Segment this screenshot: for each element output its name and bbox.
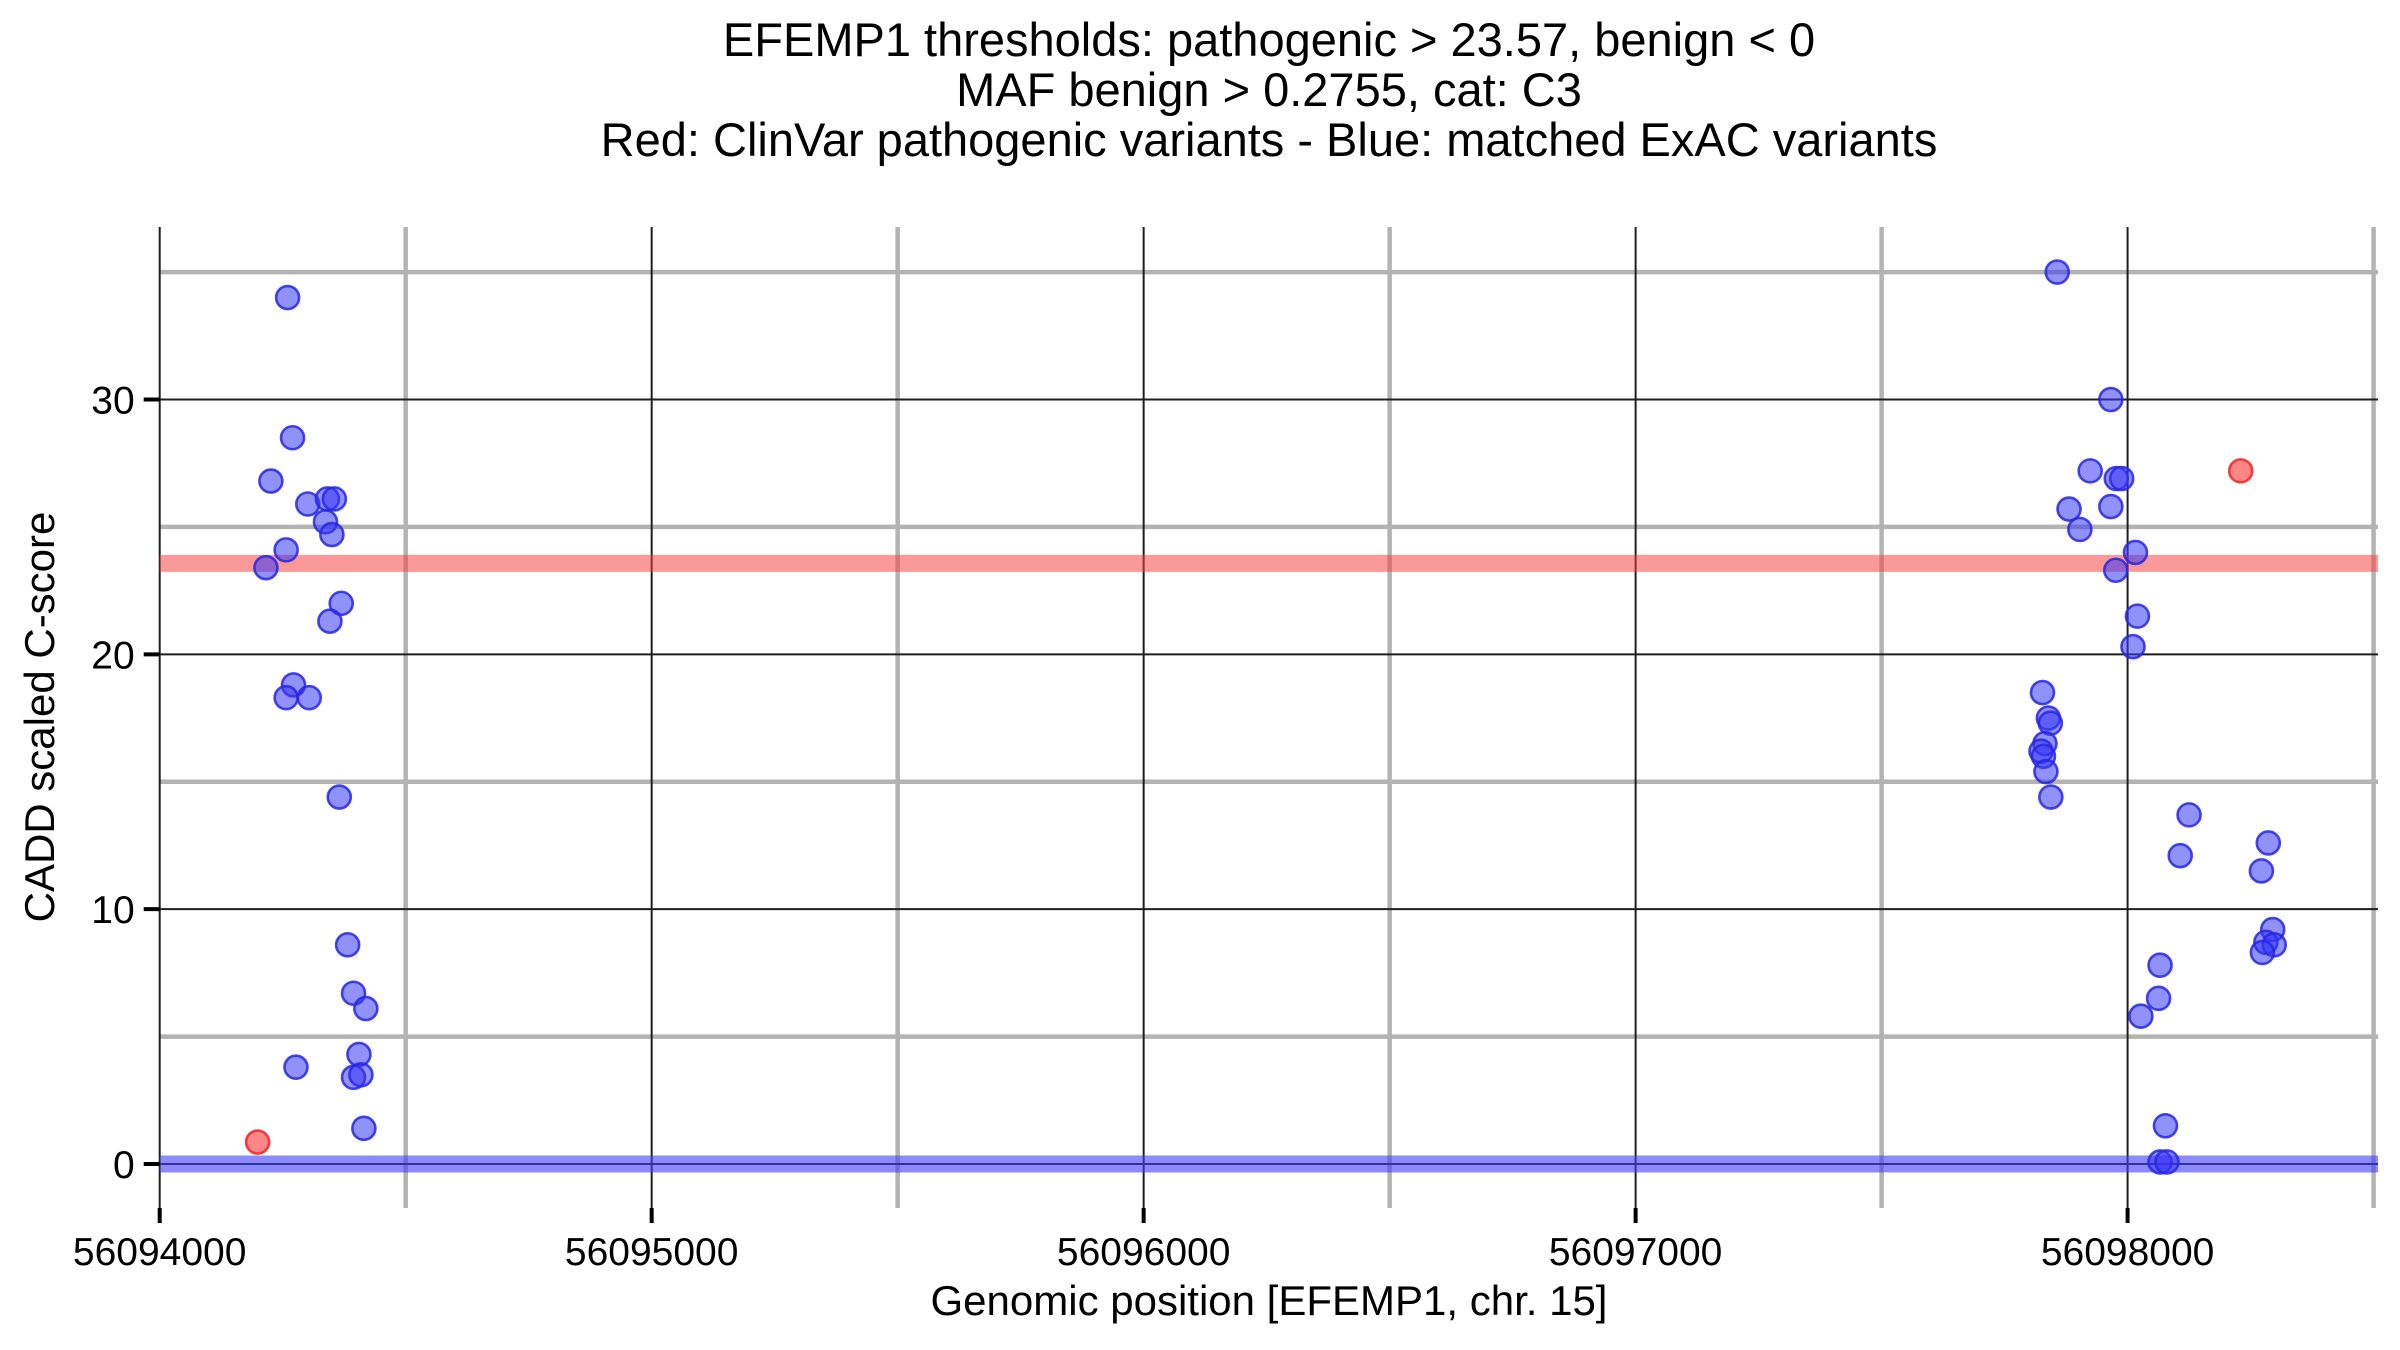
data-point [274, 284, 301, 311]
data-point [2128, 1003, 2154, 1029]
data-point [328, 590, 355, 617]
data-point [273, 684, 299, 711]
data-point [334, 932, 361, 958]
data-point [2120, 633, 2146, 660]
x-tick-label: 56095000 [565, 1231, 739, 1274]
data-point [283, 1054, 309, 1080]
x-tick-label: 56097000 [1549, 1231, 1723, 1274]
data-point [353, 995, 379, 1022]
plot-title-line-2: MAF benign > 0.2755, cat: C3 [956, 63, 1582, 116]
data-point [2102, 557, 2129, 584]
data-point [2145, 985, 2172, 1012]
data-point [258, 468, 284, 494]
data-point [244, 1129, 271, 1155]
data-point [2077, 458, 2103, 484]
data-point [2108, 465, 2135, 492]
data-point [2167, 842, 2194, 869]
x-tick-label: 56094000 [73, 1231, 247, 1274]
data-point [2098, 493, 2124, 520]
benign-threshold-band [159, 1155, 2379, 1173]
data-point [296, 684, 323, 711]
data-point [2248, 858, 2275, 884]
data-point [253, 554, 279, 581]
data-point [2029, 679, 2056, 706]
y-tick-label: 10 [91, 889, 134, 932]
plot-title-line-1: EFEMP1 thresholds: pathogenic > 23.57, b… [722, 13, 1816, 66]
y-tick-label: 30 [91, 380, 134, 423]
data-point [2033, 758, 2059, 785]
x-axis-title: Genomic position [EFEMP1, chr. 15] [930, 1277, 1608, 1324]
x-tick-label: 56098000 [2041, 1231, 2215, 1274]
data-point [2056, 496, 2082, 522]
data-point [2067, 516, 2093, 543]
data-point [273, 537, 299, 563]
data-point [2098, 386, 2124, 413]
data-point [279, 424, 306, 451]
data-point [319, 521, 345, 548]
data-point [2227, 458, 2254, 484]
data-point [321, 486, 348, 512]
data-point [348, 1062, 374, 1088]
data-point [2249, 939, 2276, 966]
data-point [2147, 952, 2173, 979]
y-axis-title: CADD scaled C-score [16, 511, 63, 923]
data-point [317, 608, 343, 635]
data-point [2122, 539, 2149, 566]
y-tick-label: 20 [91, 634, 134, 677]
data-point [2154, 1149, 2180, 1175]
plot-title-line-3: Red: ClinVar pathogenic variants - Blue:… [600, 113, 1938, 166]
data-point [2038, 784, 2064, 810]
data-point [351, 1115, 377, 1142]
data-point [2044, 259, 2071, 285]
data-point [2152, 1112, 2179, 1139]
y-tick-label: 0 [113, 1144, 135, 1187]
pathogenic-threshold-band [159, 554, 2379, 572]
data-point [2255, 830, 2282, 856]
x-tick-label: 56096000 [1057, 1231, 1231, 1274]
data-point [326, 784, 353, 810]
data-point [2176, 802, 2202, 828]
data-point [2124, 603, 2151, 629]
